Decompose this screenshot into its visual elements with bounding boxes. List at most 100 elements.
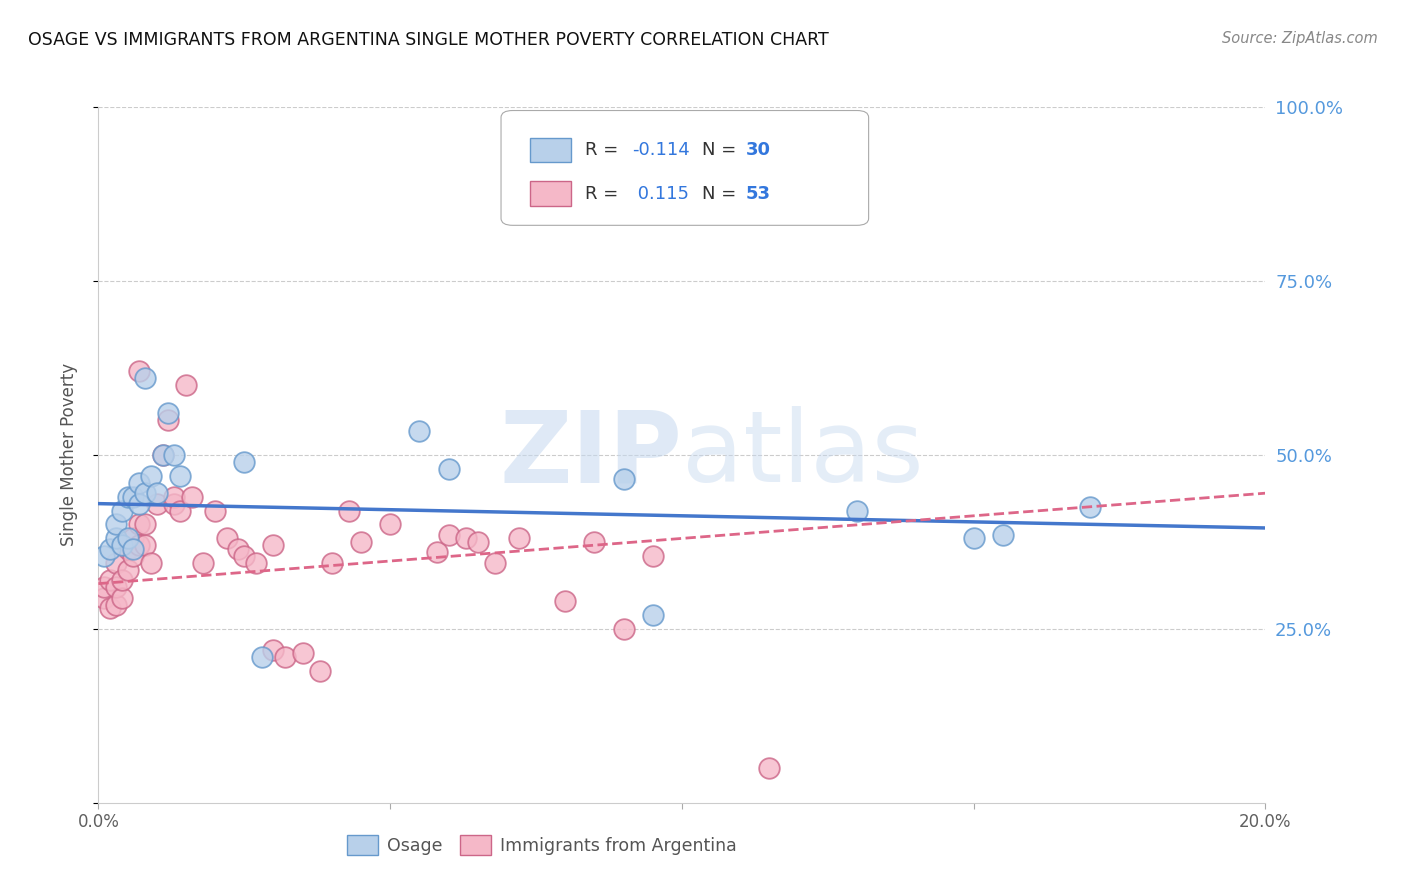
Point [104, 517, 127, 532]
Legend: Osage, Immigrants from Argentina: Osage, Immigrants from Argentina [339, 826, 745, 863]
Text: N =: N = [702, 141, 742, 159]
Point [98, 541, 121, 556]
Point [122, 549, 145, 563]
Point [139, 468, 162, 483]
Text: 30: 30 [747, 141, 770, 159]
Point [245, 556, 267, 570]
Point [250, 649, 273, 664]
Point [380, 517, 402, 532]
Point [152, 448, 174, 462]
Point [350, 534, 373, 549]
Text: 53: 53 [747, 185, 770, 203]
Point [93, 591, 115, 605]
Text: OSAGE VS IMMIGRANTS FROM ARGENTINA SINGLE MOTHER POVERTY CORRELATION CHART: OSAGE VS IMMIGRANTS FROM ARGENTINA SINGL… [28, 31, 830, 49]
Text: ZIP: ZIP [499, 407, 682, 503]
Point [134, 538, 156, 552]
Point [122, 490, 145, 504]
Point [111, 573, 134, 587]
Point [111, 538, 134, 552]
Point [163, 497, 186, 511]
Point [134, 486, 156, 500]
Point [454, 532, 477, 546]
Point [134, 371, 156, 385]
Point [117, 490, 139, 504]
Text: N =: N = [702, 185, 742, 203]
Point [233, 549, 256, 563]
Point [98, 573, 121, 587]
Point [104, 556, 127, 570]
Point [426, 545, 449, 559]
Point [163, 448, 186, 462]
Point [98, 601, 121, 615]
Point [554, 594, 576, 608]
Point [122, 541, 145, 556]
Point [122, 532, 145, 546]
Point [408, 424, 430, 438]
Point [641, 607, 664, 622]
Point [583, 534, 606, 549]
Point [309, 664, 332, 678]
FancyBboxPatch shape [530, 137, 571, 162]
Point [117, 532, 139, 546]
Point [962, 532, 984, 546]
Point [274, 649, 297, 664]
Point [215, 532, 238, 546]
Point [157, 406, 180, 420]
Point [104, 598, 127, 612]
Point [139, 556, 162, 570]
Point [128, 517, 150, 532]
Point [612, 472, 634, 486]
Point [337, 503, 360, 517]
Text: R =: R = [585, 141, 624, 159]
Point [128, 538, 150, 552]
Point [169, 468, 191, 483]
Text: 0.115: 0.115 [631, 185, 689, 203]
FancyBboxPatch shape [530, 181, 571, 206]
Point [233, 455, 256, 469]
Point [93, 549, 115, 563]
Point [146, 486, 169, 500]
Text: -0.114: -0.114 [631, 141, 689, 159]
Point [134, 517, 156, 532]
Point [117, 563, 139, 577]
Point [180, 490, 202, 504]
Point [163, 490, 186, 504]
Point [174, 378, 197, 392]
Point [128, 497, 150, 511]
Point [93, 580, 115, 594]
Point [146, 497, 169, 511]
Text: atlas: atlas [682, 407, 924, 503]
Point [228, 541, 250, 556]
Point [641, 549, 664, 563]
Text: R =: R = [585, 185, 624, 203]
Point [262, 642, 284, 657]
Point [321, 556, 343, 570]
Point [1080, 500, 1102, 514]
Point [193, 556, 215, 570]
Point [111, 503, 134, 517]
Point [169, 503, 191, 517]
Point [846, 503, 869, 517]
Y-axis label: Single Mother Poverty: Single Mother Poverty [59, 363, 77, 547]
Point [104, 532, 127, 546]
Point [128, 475, 150, 490]
Point [758, 761, 780, 775]
Point [467, 534, 489, 549]
Point [612, 622, 634, 636]
Point [437, 528, 460, 542]
Text: Source: ZipAtlas.com: Source: ZipAtlas.com [1222, 31, 1378, 46]
Point [262, 538, 284, 552]
Point [152, 448, 174, 462]
Point [204, 503, 226, 517]
Point [437, 462, 460, 476]
Point [157, 413, 180, 427]
Point [508, 532, 530, 546]
Point [104, 580, 127, 594]
Point [128, 364, 150, 378]
Point [991, 528, 1014, 542]
Point [484, 556, 506, 570]
Point [111, 591, 134, 605]
Point [117, 541, 139, 556]
Point [291, 646, 314, 660]
FancyBboxPatch shape [501, 111, 869, 226]
